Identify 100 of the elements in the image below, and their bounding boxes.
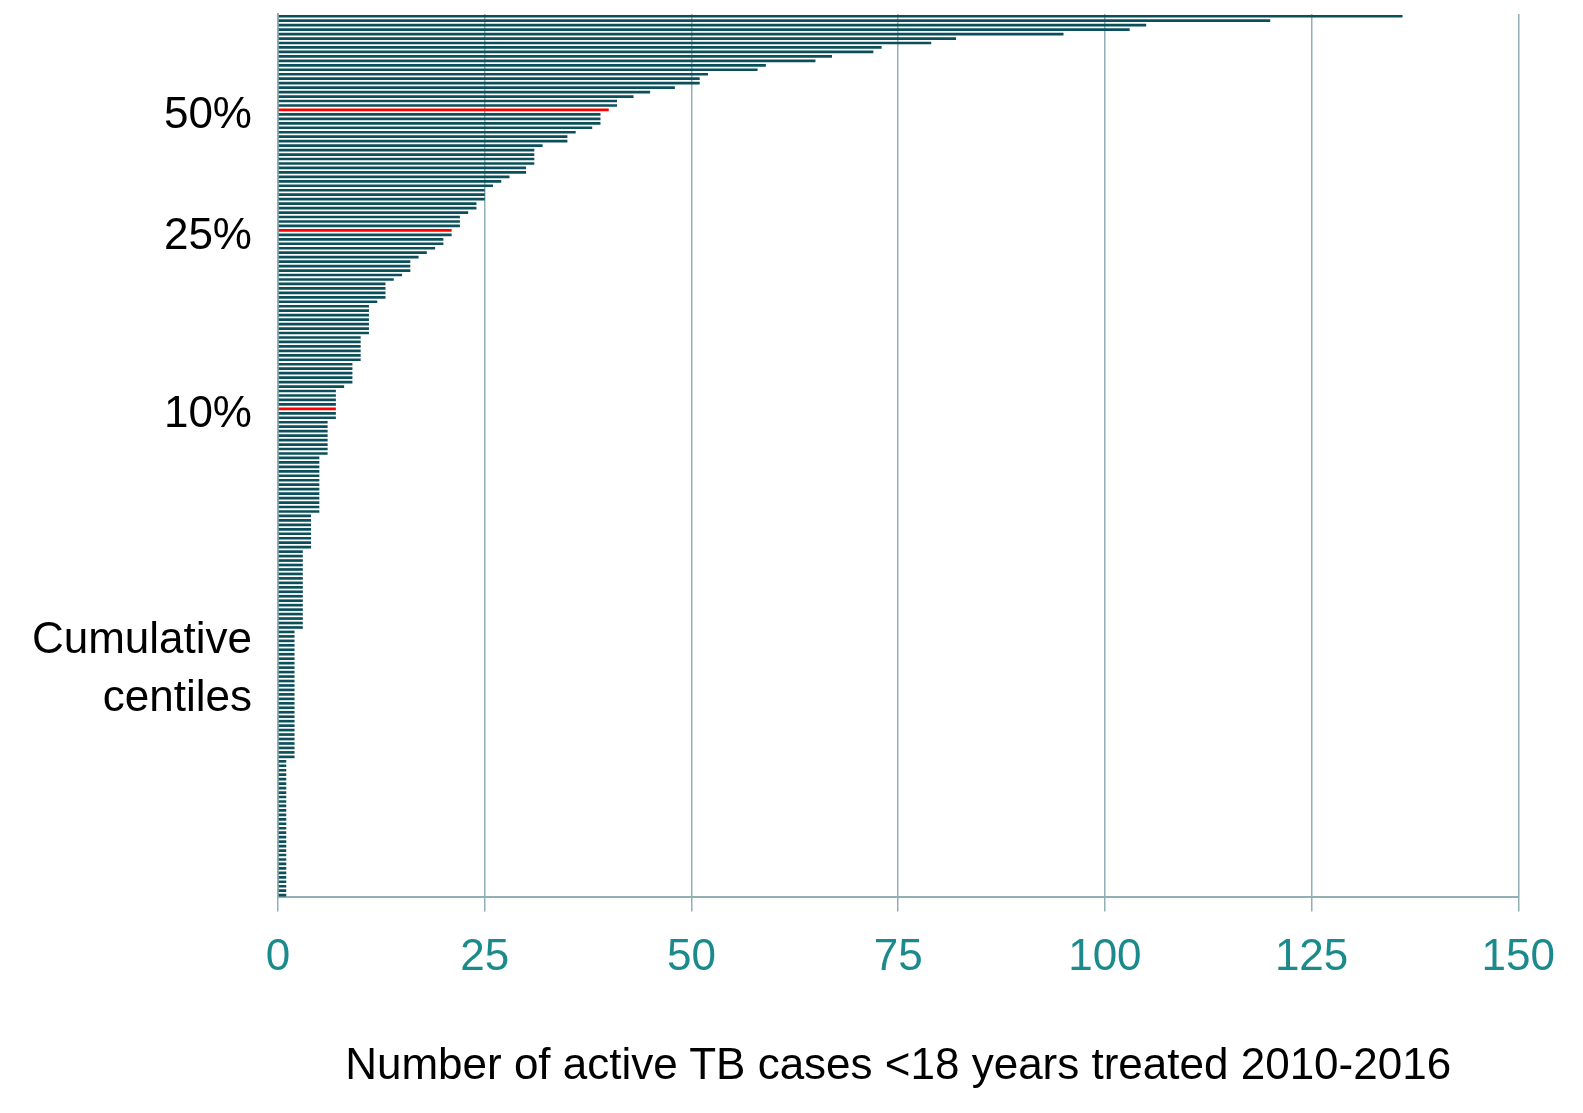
bar [278, 37, 957, 40]
bar [278, 420, 328, 424]
bar [278, 782, 287, 785]
x-tick-label: 125 [1274, 929, 1349, 979]
bar [278, 835, 287, 839]
bar [278, 701, 295, 705]
bar [278, 487, 320, 491]
bar [278, 652, 295, 656]
bar [278, 585, 303, 589]
bar [278, 577, 303, 580]
bar [278, 764, 287, 768]
x-tick-label: 100 [1068, 929, 1142, 979]
bar [278, 559, 303, 562]
bar [278, 28, 1130, 31]
bar [278, 452, 328, 455]
bar [278, 751, 295, 754]
bar [278, 309, 369, 313]
bar [278, 715, 295, 719]
x-tick-label: 150 [1481, 929, 1555, 979]
x-tick-label: 75 [873, 929, 923, 979]
bar [278, 220, 460, 223]
bar [278, 367, 353, 371]
bar [278, 394, 336, 397]
bar [278, 443, 328, 446]
bar [278, 710, 295, 714]
bar [278, 327, 369, 330]
bar [278, 95, 634, 98]
bar [278, 246, 436, 250]
text: 10% [163, 386, 252, 436]
bar [278, 643, 295, 647]
bar [278, 858, 287, 861]
bar [278, 867, 287, 870]
x-axis-title: Number of active TB cases <18 years treated 2010-2016 [345, 1038, 1452, 1088]
bar [278, 171, 527, 174]
bar [278, 719, 295, 723]
bar [278, 893, 287, 897]
bar [278, 461, 320, 464]
bar [278, 242, 444, 246]
bar [278, 545, 312, 549]
bar [278, 403, 336, 406]
bar [278, 693, 295, 696]
bar [278, 483, 320, 487]
bar [278, 831, 287, 835]
bar [278, 121, 601, 125]
bar [278, 626, 303, 629]
bar [278, 385, 345, 388]
bar [278, 666, 295, 669]
bar [278, 809, 287, 812]
bar [278, 501, 320, 504]
bar [278, 304, 369, 308]
bar [278, 287, 386, 290]
x-tick-label: 0 [265, 929, 291, 979]
bar [278, 362, 353, 366]
bar [278, 826, 287, 830]
bar [278, 179, 502, 183]
bar [278, 536, 312, 540]
bar [278, 72, 708, 76]
bar [278, 188, 485, 192]
bar [278, 840, 287, 843]
bar [278, 269, 411, 272]
bar [278, 541, 312, 545]
bar [278, 648, 295, 652]
bar [278, 768, 287, 772]
bar [278, 416, 336, 420]
bar [278, 144, 543, 147]
bar [278, 211, 469, 214]
text: 25% [163, 208, 252, 258]
bar [278, 162, 535, 165]
bar [278, 63, 766, 67]
bar [278, 193, 485, 197]
bar [278, 880, 287, 884]
bar [278, 590, 303, 594]
bar [278, 684, 295, 687]
bar [278, 278, 394, 281]
bar [278, 527, 312, 531]
bar [278, 46, 882, 49]
bar [278, 425, 328, 429]
bar [278, 510, 320, 513]
bar [278, 474, 320, 478]
bar [278, 202, 477, 205]
bar [278, 113, 601, 116]
bar [278, 86, 675, 89]
x-tick-label: 25 [460, 929, 510, 979]
bar [278, 345, 361, 348]
bar [278, 759, 287, 763]
bar [278, 568, 303, 571]
bar [278, 777, 287, 781]
bar [278, 130, 576, 134]
bar [278, 849, 287, 852]
bar [278, 706, 295, 710]
bar [278, 594, 303, 598]
bar [278, 889, 287, 893]
bar [278, 237, 444, 241]
bar [278, 657, 295, 661]
bar [278, 318, 369, 321]
bar [278, 773, 287, 777]
bar [278, 55, 832, 58]
x-tick-label: 50 [666, 929, 716, 979]
bar [278, 14, 1403, 18]
bar [278, 260, 411, 263]
